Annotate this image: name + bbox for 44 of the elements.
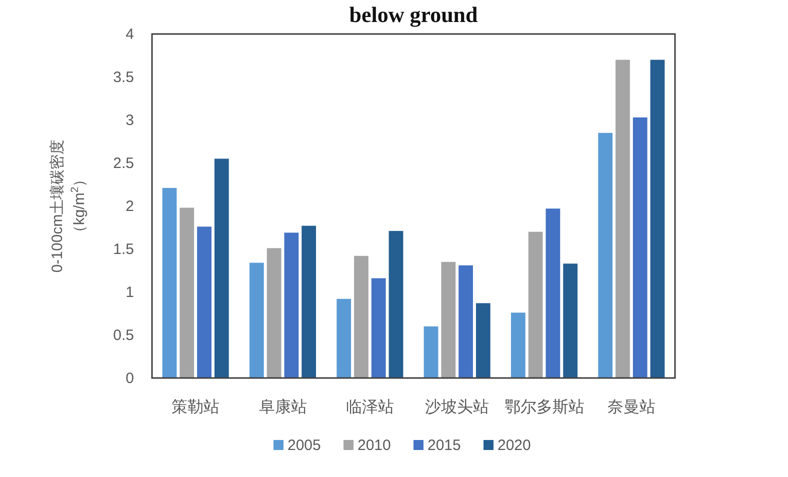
y-tick-label: 0.5: [113, 327, 134, 344]
bar: [441, 262, 456, 378]
bar: [284, 232, 299, 378]
y-tick-label: 2: [126, 198, 134, 215]
legend-label: 2005: [288, 437, 321, 454]
y-tick-label: 2.5: [113, 155, 134, 172]
x-tick-label: 奈曼站: [607, 398, 656, 416]
bar: [424, 326, 438, 378]
x-tick-label: 阜康站: [258, 398, 307, 416]
y-tick-label: 1.5: [113, 241, 134, 258]
y-tick-label: 1: [126, 284, 134, 301]
bar: [510, 312, 526, 378]
bar: [546, 208, 560, 378]
y-tick-label: 3.5: [113, 69, 134, 86]
y-tick-label: 4: [126, 26, 134, 43]
x-tick-label: 沙坡头站: [425, 398, 490, 416]
bar: [616, 60, 630, 378]
bar: [476, 303, 490, 378]
bar: [371, 278, 386, 378]
bar: [563, 264, 578, 378]
bar: [266, 248, 282, 378]
y-tick-label: 0: [126, 370, 134, 387]
bar: [650, 60, 665, 378]
x-tick-label: 鄂尔多斯站: [504, 398, 584, 416]
legend-label: 2015: [428, 437, 461, 454]
x-tick-label: 临泽站: [346, 398, 394, 416]
chart-title: below ground: [349, 2, 478, 27]
bar: [528, 232, 543, 378]
bar: [249, 262, 264, 378]
bar: [598, 132, 613, 378]
bar: [197, 226, 212, 378]
legend-label: 2010: [358, 437, 391, 454]
bar: [354, 256, 368, 378]
bar: [632, 117, 648, 378]
x-tick-label: 策勒站: [172, 398, 220, 416]
bar: [180, 208, 194, 378]
bar: [336, 298, 352, 378]
bar: [388, 230, 404, 378]
bar: [458, 265, 473, 378]
bar: [214, 158, 229, 378]
legend-label: 2020: [498, 437, 531, 454]
bar: [302, 226, 316, 378]
bar: [162, 188, 177, 378]
y-tick-label: 3: [126, 112, 134, 129]
